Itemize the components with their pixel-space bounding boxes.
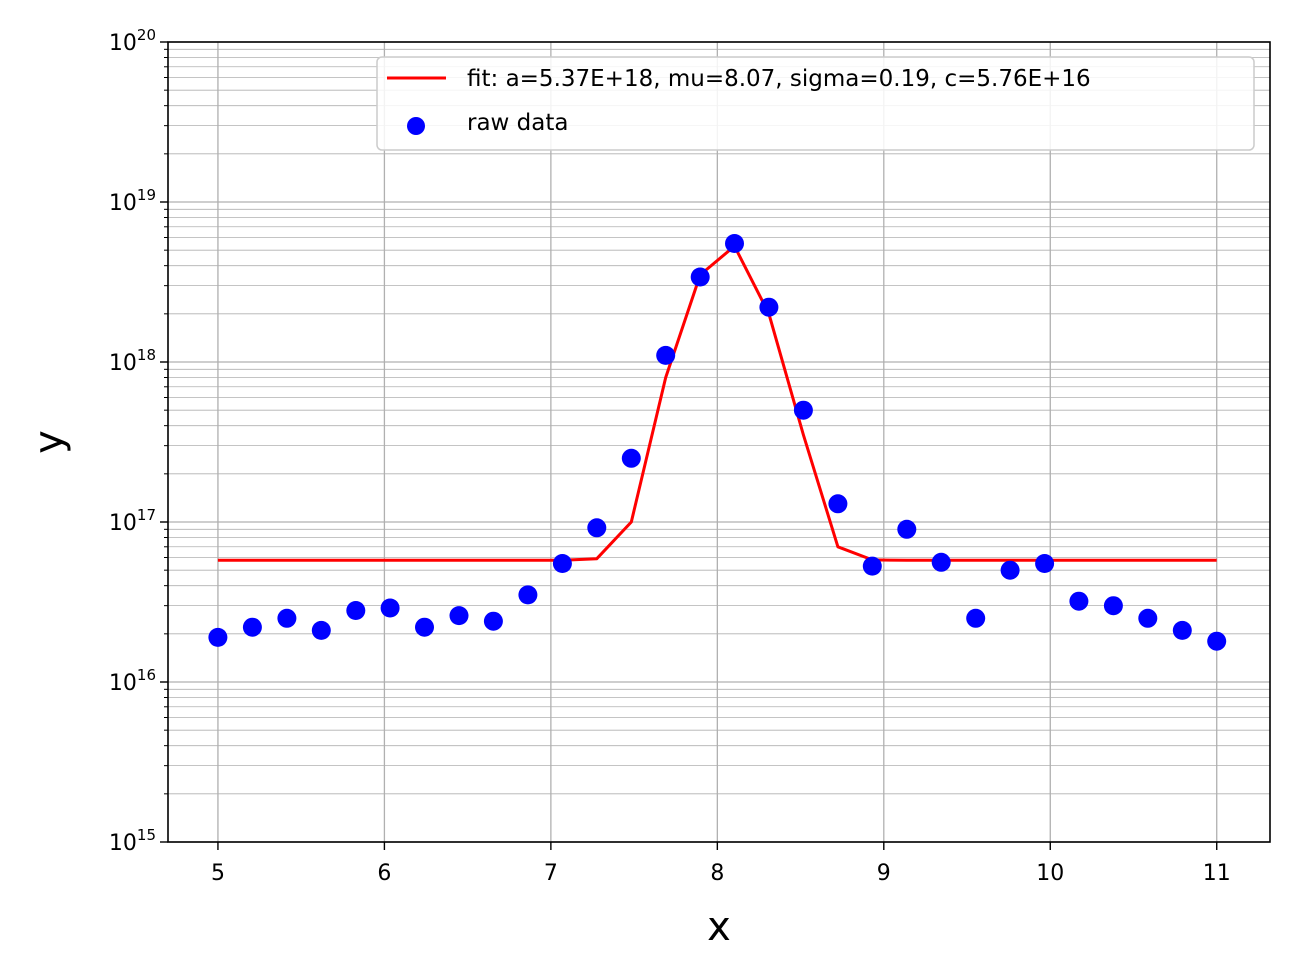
data-point — [1103, 596, 1123, 616]
data-point — [725, 234, 744, 253]
x-tick-label: 10 — [1036, 861, 1064, 886]
data-point — [1035, 554, 1055, 573]
data-point — [242, 617, 262, 637]
data-point — [1069, 591, 1089, 611]
data-point — [656, 345, 676, 365]
data-point — [828, 494, 848, 514]
y-axis-label: y — [26, 430, 72, 454]
data-point — [1207, 631, 1227, 651]
legend-raw-data-swatch — [407, 117, 425, 135]
data-point — [862, 556, 882, 576]
data-point — [483, 611, 503, 631]
x-tick-label: 7 — [544, 861, 558, 886]
data-point — [552, 554, 572, 573]
data-point — [1172, 620, 1192, 640]
data-point — [621, 448, 641, 468]
data-point — [690, 267, 710, 287]
legend-fit-label: fit: a=5.37E+18, mu=8.07, sigma=0.19, c=… — [467, 66, 1091, 92]
x-axis-label: x — [707, 904, 731, 950]
x-tick-label: 11 — [1203, 861, 1231, 886]
data-point — [277, 608, 297, 628]
data-point — [793, 400, 813, 420]
data-point — [208, 627, 228, 647]
x-tick-label: 9 — [877, 861, 891, 886]
data-point — [1000, 560, 1020, 580]
data-point — [966, 608, 986, 628]
y-axis-ticks: 1015 1016 1017 1018 1019 1020 — [109, 26, 168, 856]
x-tick-label: 5 — [211, 861, 225, 886]
y-tick-label: 1018 — [109, 346, 156, 376]
y-tick-label: 1015 — [109, 826, 156, 856]
data-point — [931, 552, 951, 572]
data-point — [311, 620, 331, 640]
data-point — [1138, 608, 1158, 628]
data-point — [518, 585, 538, 605]
legend-raw-data-label: raw data — [467, 110, 568, 136]
legend: fit: a=5.37E+18, mu=8.07, sigma=0.19, c=… — [376, 56, 1255, 151]
x-axis-ticks: 5 6 7 8 9 10 11 — [211, 842, 1231, 886]
y-tick-label: 1017 — [109, 506, 156, 536]
data-point — [587, 518, 607, 538]
y-tick-label: 1016 — [109, 666, 156, 696]
data-point — [380, 598, 400, 618]
data-point — [759, 297, 779, 317]
data-point — [897, 519, 917, 539]
y-tick-label: 1019 — [109, 186, 156, 216]
data-point — [449, 606, 469, 626]
x-tick-label: 6 — [377, 861, 391, 886]
data-points-layer — [208, 234, 1227, 651]
x-tick-label: 8 — [710, 861, 724, 886]
data-point — [415, 617, 434, 637]
plot-frame — [167, 41, 1271, 843]
legend-box — [376, 56, 1255, 151]
y-tick-label: 1020 — [109, 26, 156, 56]
data-point — [346, 601, 366, 620]
